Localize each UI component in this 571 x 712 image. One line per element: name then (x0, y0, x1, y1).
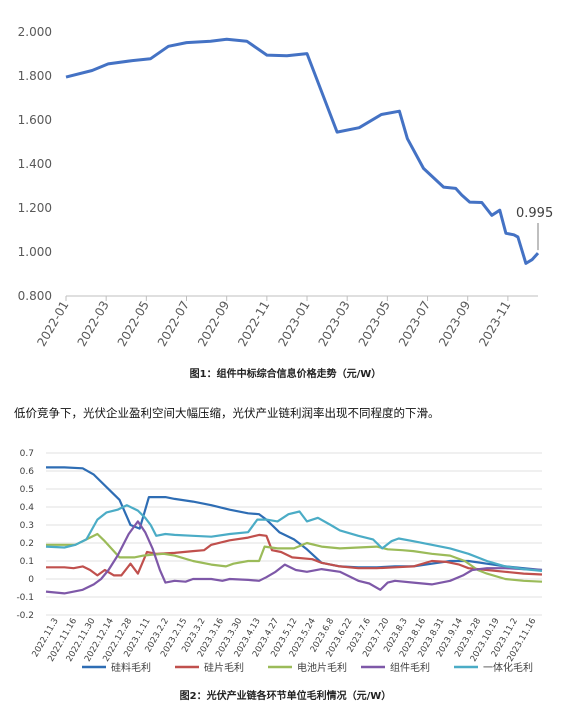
y-tick-label: 0.5 (20, 485, 34, 495)
margin-chart: -0.2-0.100.10.20.30.40.50.60.72022.11.32… (16, 449, 543, 674)
annotation-label: 0.995 (516, 206, 553, 221)
body-paragraph: 低价竞争下，光伏企业盈利空间大幅压缩，光伏产业链利润率出现不同程度的下滑。 (14, 406, 440, 420)
y-tick-label: 0.4 (20, 503, 35, 513)
y-tick-label: -0.1 (16, 593, 34, 603)
x-tick-label: 2022-11 (235, 299, 272, 349)
x-tick-label: 2023-09 (436, 299, 473, 349)
y-tick-label: 1.600 (18, 113, 52, 127)
x-tick-label: 2022-01 (34, 299, 71, 349)
y-tick-label: 1.400 (18, 157, 52, 171)
x-tick-label: 2022-09 (195, 299, 232, 349)
legend-label: 组件毛利 (390, 661, 430, 674)
y-tick-label: 0.2 (20, 539, 34, 549)
figure1-caption: 图1：组件中标综合信息价格走势（元/W） (189, 369, 382, 380)
legend-label: 一体化毛利 (483, 661, 533, 674)
y-tick-label: 1.800 (18, 69, 52, 83)
x-tick-label: 2023-07 (396, 299, 433, 349)
x-tick-label: 2023-01 (275, 299, 312, 349)
x-tick-label: 2023-11 (476, 298, 513, 348)
y-tick-label: -0.2 (16, 611, 34, 621)
y-tick-label: 0.6 (20, 467, 35, 477)
legend-label: 硅片毛利 (204, 661, 244, 674)
x-tick-label: 2022-07 (155, 299, 192, 349)
y-tick-label: 2.000 (18, 25, 52, 39)
y-tick-label: 0 (28, 575, 34, 585)
y-tick-label: 0.1 (20, 557, 34, 567)
x-tick-label: 2023-05 (356, 299, 393, 349)
y-tick-label: 0.800 (18, 289, 52, 303)
price-line (65, 37, 540, 265)
y-tick-label: 1.200 (18, 201, 52, 215)
x-tick-label: 2023-03 (316, 299, 353, 349)
legend-label: 硅料毛利 (111, 661, 151, 674)
figure2-caption: 图2：光伏产业链各环节单位毛利情况（元/W） (179, 691, 392, 702)
x-tick-label: 2022-03 (75, 299, 112, 349)
series-line-电池片毛利 (46, 532, 543, 583)
price-trend-chart: 0.800 1.000 1.200 1.400 1.600 1.800 2.000 2022-… (18, 25, 554, 349)
y-tick-label: 0.7 (20, 449, 34, 459)
x-tick-label: 2022-05 (115, 299, 152, 349)
y-tick-label: 0.3 (20, 521, 34, 531)
y-tick-label: 1.000 (18, 245, 52, 259)
series-line-一体化毛利 (45, 504, 543, 572)
series-line-组件毛利 (45, 520, 543, 595)
legend-label: 电池片毛利 (297, 661, 347, 674)
